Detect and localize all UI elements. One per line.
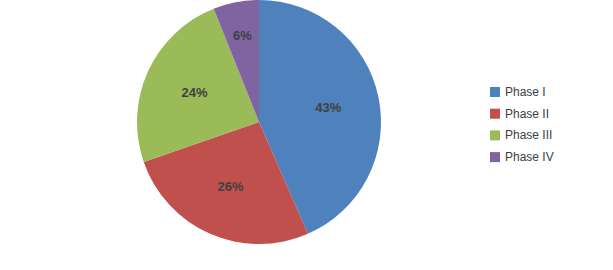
pie — [137, 0, 381, 244]
data-label: 24% — [182, 85, 208, 100]
data-label: 6% — [233, 28, 252, 43]
legend-label: Phase II — [505, 107, 549, 121]
pie-slice — [137, 9, 259, 162]
legend: Phase I Phase II Phase III Phase IV — [490, 85, 554, 164]
legend-label: Phase I — [505, 85, 546, 99]
pie-slice — [214, 0, 259, 122]
legend-swatch — [490, 87, 500, 97]
legend-swatch — [490, 152, 500, 162]
legend-label: Phase III — [505, 128, 552, 142]
data-label: 26% — [218, 179, 244, 194]
legend-swatch — [490, 109, 500, 119]
legend-label: Phase IV — [505, 150, 554, 164]
data-labels: 43% 26% 24% 6% — [182, 28, 342, 194]
legend-swatch — [490, 130, 500, 140]
data-label: 43% — [315, 100, 341, 115]
chart: 43%26%24%6%Phase IPhase IIPhase IIIPhase… — [0, 0, 613, 270]
